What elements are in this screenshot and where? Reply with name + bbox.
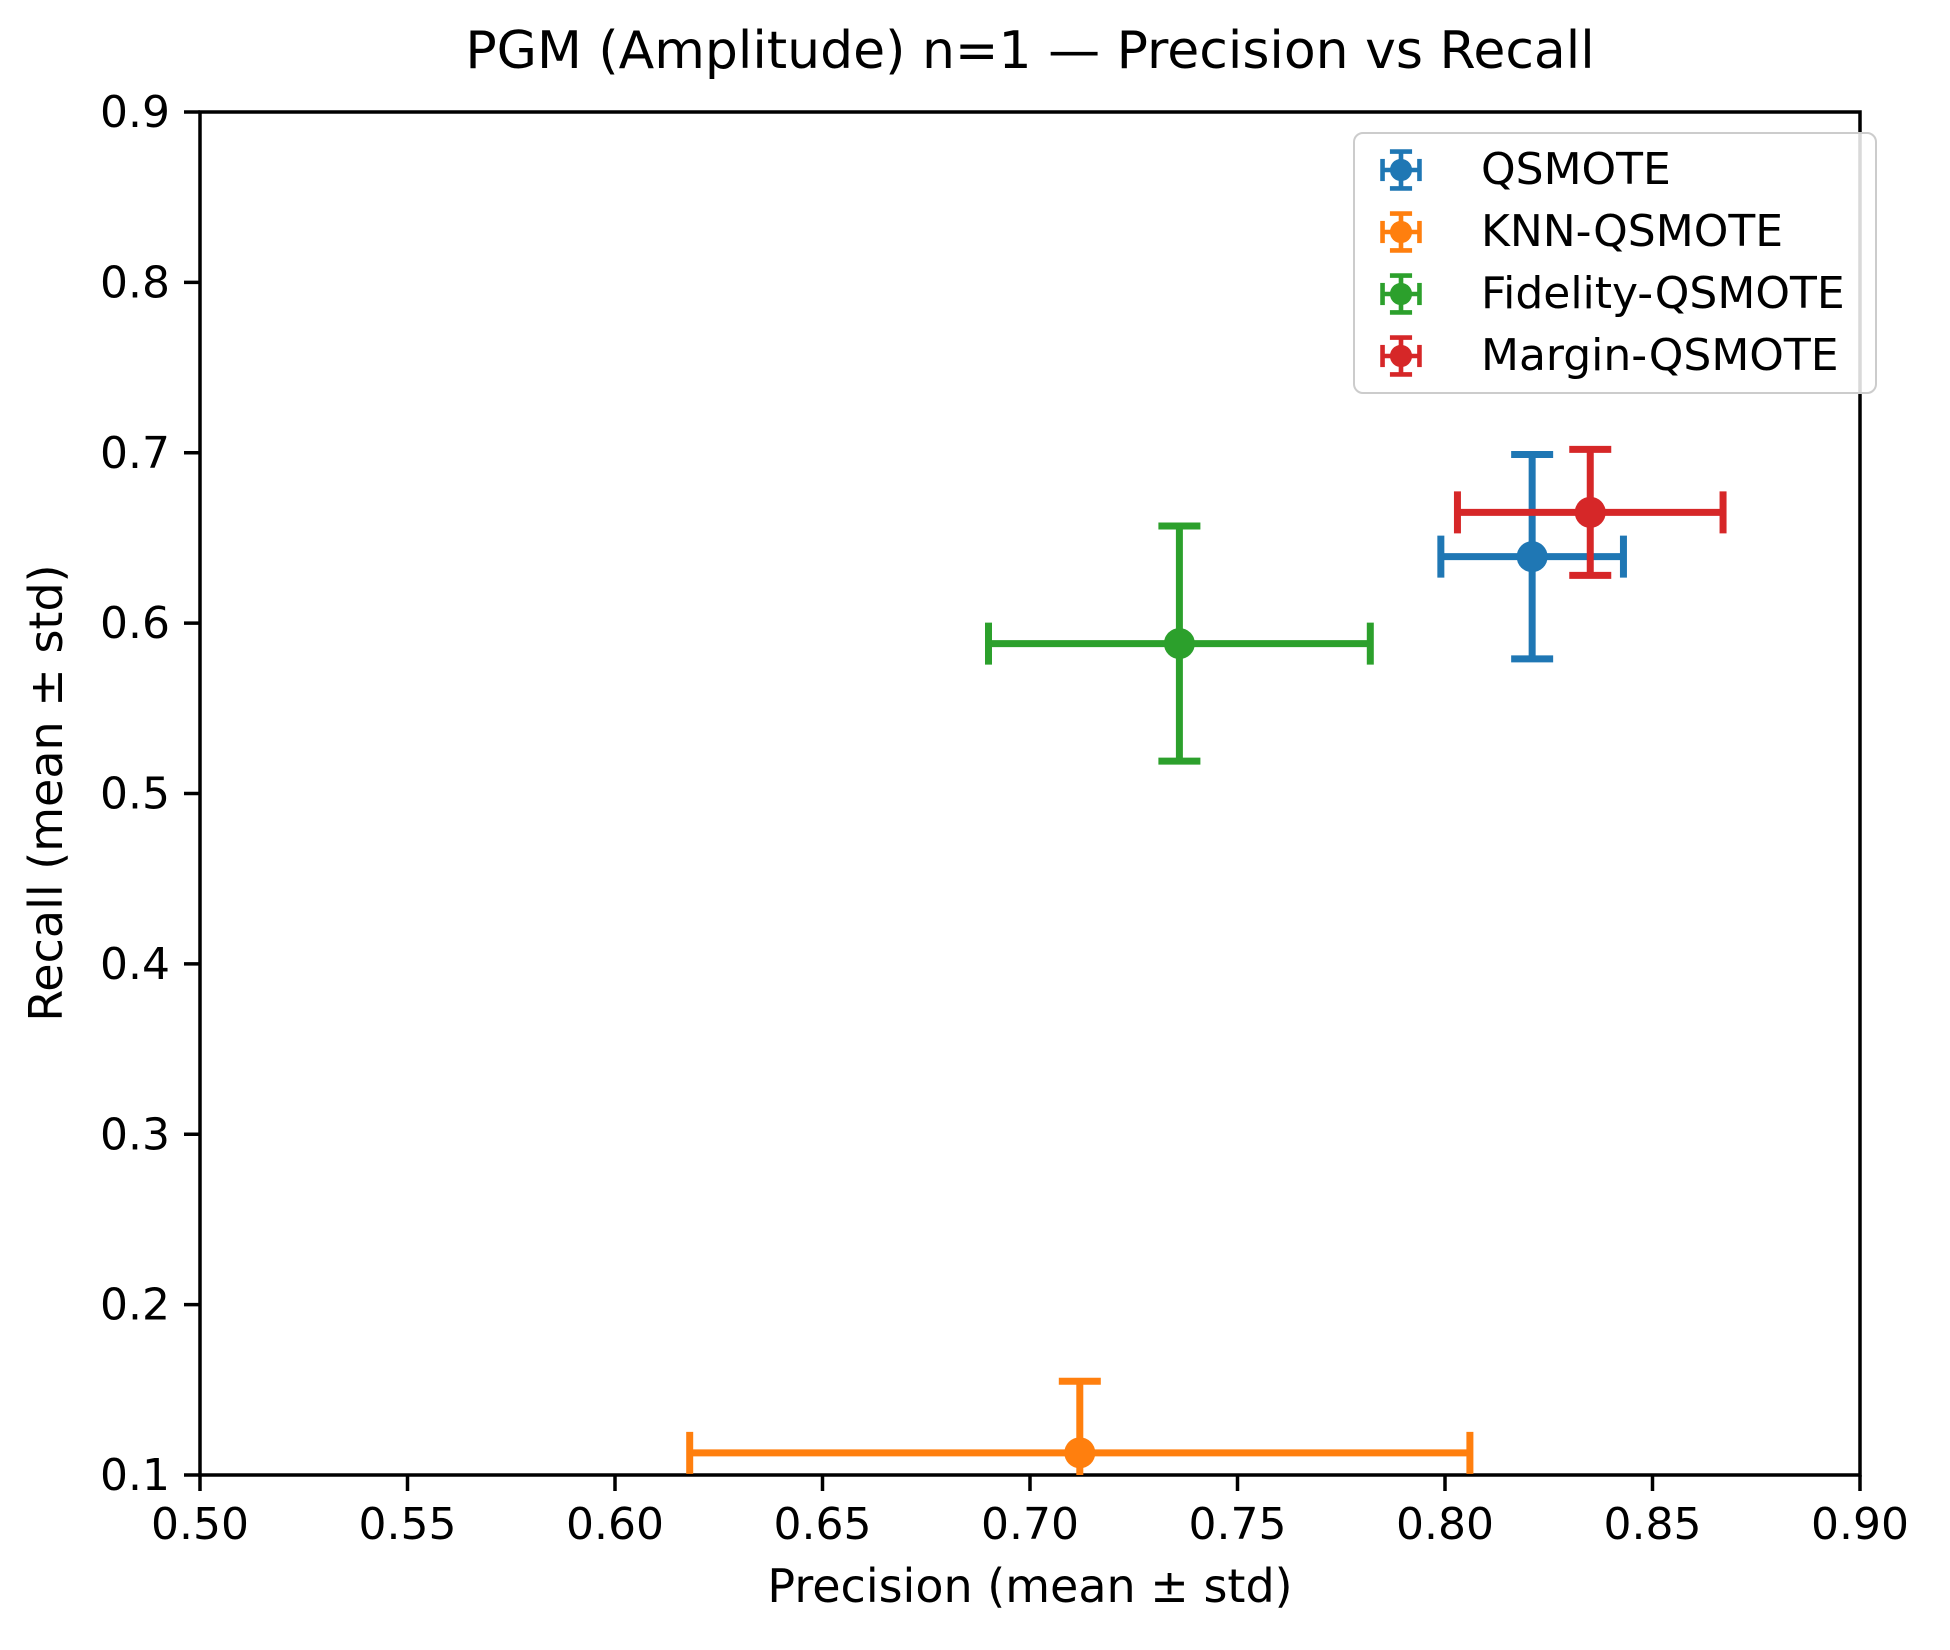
legend-label: Margin-QSMOTE <box>1481 330 1839 381</box>
legend: QSMOTE KNN-QSMOTE Fidelity-QSMOTE <box>1353 132 1877 394</box>
errorbar-marker-icon <box>1380 149 1422 191</box>
y-axis-label: Recall (mean ± std) <box>19 564 73 1021</box>
x-tick-label: 0.70 <box>981 1499 1079 1550</box>
y-tick-label: 0.6 <box>100 598 170 649</box>
x-tick-label: 0.90 <box>1811 1499 1909 1550</box>
legend-item-knn-qsmote: KNN-QSMOTE <box>1377 201 1875 263</box>
x-tick-label: 0.65 <box>774 1499 872 1550</box>
errorbar-marker-icon <box>1380 273 1422 315</box>
legend-item-fidelity-qsmote: Fidelity-QSMOTE <box>1377 263 1875 325</box>
legend-label: Fidelity-QSMOTE <box>1481 268 1845 319</box>
y-tick-label: 0.8 <box>100 257 170 308</box>
y-tick-label: 0.9 <box>100 87 170 138</box>
x-tick-label: 0.75 <box>1189 1499 1287 1550</box>
errorbar-fidelity-qsmote-marker <box>1163 628 1195 660</box>
errorbar-knn-qsmote-marker <box>1064 1437 1096 1469</box>
y-tick-label: 0.7 <box>100 428 170 479</box>
errorbar-margin-qsmote-marker <box>1574 496 1606 528</box>
legend-label: QSMOTE <box>1481 144 1671 195</box>
y-tick-label: 0.5 <box>100 769 170 820</box>
errorbar-marker-icon <box>1380 335 1422 377</box>
x-tick-label: 0.60 <box>566 1499 664 1550</box>
errorbar-qsmote-marker <box>1516 541 1548 573</box>
legend-item-qsmote: QSMOTE <box>1377 139 1875 201</box>
x-tick-label: 0.50 <box>151 1499 249 1550</box>
legend-item-margin-qsmote: Margin-QSMOTE <box>1377 325 1875 387</box>
errorbar-marker-icon <box>1380 211 1422 253</box>
y-tick-label: 0.1 <box>100 1450 170 1501</box>
y-tick-label: 0.4 <box>100 939 170 990</box>
y-tick-label: 0.3 <box>100 1109 170 1160</box>
plot-area: 0.50 0.55 0.60 0.65 0.70 0.75 0.80 0.85 0.90 0.1 0… <box>100 87 1909 1550</box>
chart-title: PGM (Amplitude) n=1 — Precision vs Recal… <box>465 21 1594 81</box>
y-tick-label: 0.2 <box>100 1280 170 1331</box>
legend-label: KNN-QSMOTE <box>1481 206 1784 257</box>
x-axis-label: Precision (mean ± std) <box>767 1559 1292 1613</box>
x-tick-label: 0.80 <box>1396 1499 1494 1550</box>
x-tick-label: 0.85 <box>1604 1499 1702 1550</box>
x-tick-label: 0.55 <box>359 1499 457 1550</box>
